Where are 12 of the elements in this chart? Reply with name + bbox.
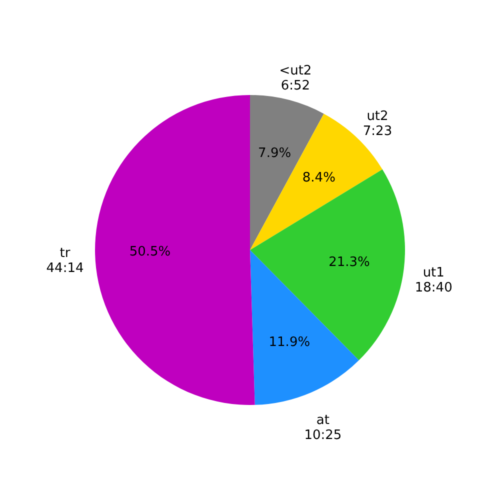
- data-label: 11.9%: [268, 334, 310, 350]
- slice-label: at 10:25: [304, 413, 342, 444]
- slice-label: <ut2 6:52: [279, 64, 312, 94]
- slice-label: ut1 18:40: [414, 266, 452, 296]
- pie-slice: [250, 169, 405, 360]
- data-label: 21.3%: [328, 255, 370, 270]
- data-label: 8.4%: [302, 170, 336, 186]
- slice-label: ut2 7:23: [362, 108, 392, 139]
- pie-slice: [95, 95, 255, 405]
- slice-label: tr 44:14: [46, 246, 84, 276]
- data-label: 7.9%: [258, 146, 292, 162]
- data-label: 50.5%: [129, 244, 171, 260]
